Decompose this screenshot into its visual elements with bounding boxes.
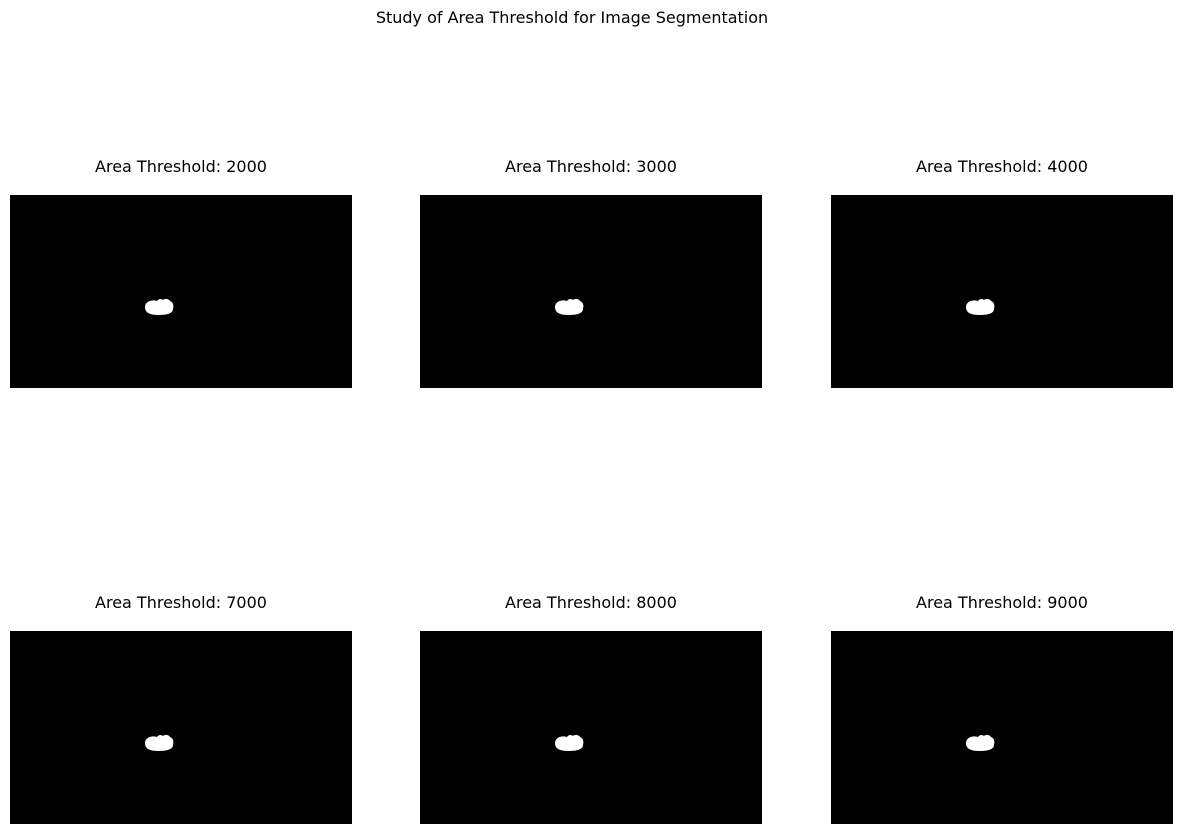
- segmentation-panel: Area Threshold: 9000: [831, 591, 1173, 824]
- panel-title: Area Threshold: 4000: [916, 157, 1088, 176]
- segmentation-mask-image: [831, 195, 1173, 388]
- segmented-region: [555, 734, 584, 751]
- segmented-region: [145, 298, 174, 315]
- segmentation-mask-image: [10, 195, 352, 388]
- figure-title: Study of Area Threshold for Image Segmen…: [375, 8, 769, 27]
- panel-title: Area Threshold: 2000: [95, 157, 267, 176]
- segmentation-panel: Area Threshold: 7000: [10, 591, 352, 824]
- segmentation-panel: Area Threshold: 3000: [420, 155, 762, 388]
- segmented-region: [555, 298, 584, 315]
- segmentation-panel: Area Threshold: 2000: [10, 155, 352, 388]
- panel-title: Area Threshold: 7000: [95, 593, 267, 612]
- segmented-region: [966, 734, 995, 751]
- panel-title: Area Threshold: 8000: [505, 593, 677, 612]
- segmentation-panel: Area Threshold: 8000: [420, 591, 762, 824]
- segmentation-panel: Area Threshold: 4000: [831, 155, 1173, 388]
- segmented-region: [145, 734, 174, 751]
- segmentation-mask-image: [10, 631, 352, 824]
- panel-title: Area Threshold: 3000: [505, 157, 677, 176]
- segmentation-mask-image: [420, 195, 762, 388]
- segmented-region: [966, 298, 995, 315]
- segmentation-mask-image: [420, 631, 762, 824]
- panel-title: Area Threshold: 9000: [916, 593, 1088, 612]
- segmentation-mask-image: [831, 631, 1173, 824]
